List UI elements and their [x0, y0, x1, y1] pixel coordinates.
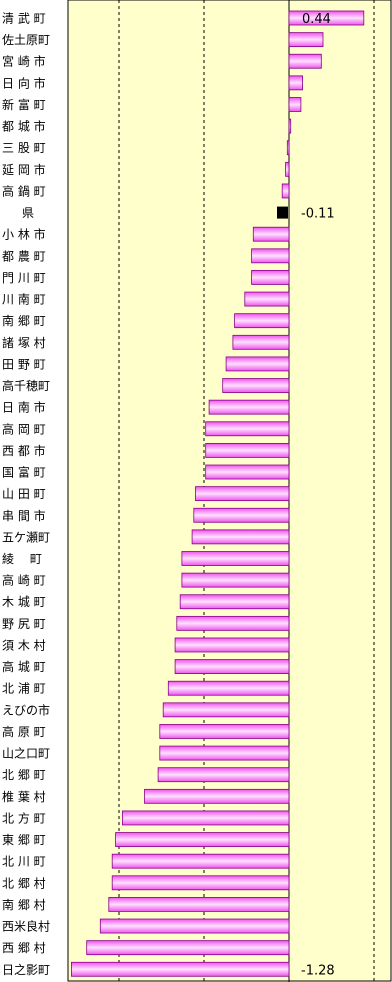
category-label-2: 宮 崎 市: [2, 54, 46, 69]
bar-40: [111, 875, 290, 891]
category-label-23: 串 間 市: [2, 508, 46, 523]
bar-23: [193, 507, 290, 523]
category-label-5: 都 城 市: [2, 119, 46, 134]
category-label-7: 延 岡 市: [2, 162, 46, 177]
bar-26: [181, 572, 290, 588]
category-label-30: 高 城 町: [2, 659, 46, 674]
category-label-29: 須 木 村: [2, 638, 46, 652]
bar-14: [234, 313, 290, 329]
category-label-35: 北 郷 町: [2, 768, 46, 782]
category-label-31: 北 浦 町: [2, 682, 46, 696]
category-label-44: 日之影町: [2, 963, 50, 977]
bar-11: [251, 248, 290, 264]
bar-35: [157, 767, 290, 783]
bar-10: [252, 226, 290, 242]
category-label-34: 山之口町: [2, 747, 50, 761]
category-label-26: 高 崎 町: [2, 573, 46, 588]
bar-15: [232, 334, 290, 350]
bar-12: [251, 270, 290, 285]
category-label-13: 川 南 町: [2, 292, 46, 307]
data-label-2: -1.28: [301, 963, 335, 978]
bar-24: [191, 529, 290, 545]
bar-21: [205, 464, 290, 480]
plot-frame: [67, 0, 392, 982]
category-label-6: 三 股 町: [2, 141, 46, 155]
category-label-24: 五ケ瀬町: [2, 530, 50, 544]
category-label-42: 西米良村: [2, 919, 50, 934]
data-label-1: -0.11: [301, 207, 335, 222]
category-label-0: 清 武 町: [2, 12, 46, 26]
bar-0: [288, 10, 365, 26]
category-label-17: 高千穂町: [2, 378, 50, 393]
category-label-37: 北 方 町: [2, 810, 46, 825]
bar-27: [179, 594, 290, 610]
bar-31: [167, 680, 290, 696]
category-label-32: えびの市: [2, 702, 50, 717]
category-label-11: 都 農 町: [2, 249, 46, 263]
category-label-33: 高 原 町: [2, 724, 46, 739]
bar-39: [111, 853, 290, 869]
bar-36: [144, 788, 290, 804]
category-label-25: 綾 町: [2, 551, 42, 566]
category-label-14: 南 郷 町: [2, 313, 46, 328]
bar-19: [205, 421, 290, 437]
bar-33: [159, 724, 290, 739]
category-label-43: 西 郷 村: [2, 941, 46, 955]
category-label-10: 小 林 市: [2, 227, 46, 242]
bar-1: [288, 32, 324, 48]
bar-20: [205, 442, 290, 458]
bar-43: [86, 940, 290, 956]
category-label-16: 田 野 町: [2, 357, 46, 371]
bar-44: [71, 961, 290, 977]
category-label-8: 高 鍋 町: [2, 183, 46, 198]
bar-16: [225, 356, 290, 372]
category-label-4: 新 富 町: [2, 97, 46, 112]
bar-37: [122, 810, 290, 826]
bar-28: [176, 615, 290, 631]
bar-22: [195, 486, 290, 502]
category-label-22: 山 田 町: [2, 487, 46, 501]
bar-4: [288, 97, 302, 112]
category-label-21: 国 富 町: [2, 465, 46, 480]
bar-34: [159, 745, 290, 761]
category-label-28: 野 尻 町: [2, 617, 46, 631]
category-label-39: 北 川 町: [2, 855, 46, 869]
bar-7: [285, 161, 290, 177]
category-label-1: 佐土原町: [2, 33, 50, 47]
bar-13: [244, 291, 290, 307]
bar-17: [222, 378, 290, 393]
category-label-19: 高 岡 町: [2, 421, 46, 436]
bar-32: [162, 702, 290, 718]
category-label-15: 諸 塚 村: [2, 335, 46, 350]
category-label-40: 北 郷 村: [2, 876, 46, 890]
bar-18: [208, 399, 290, 415]
bar-25: [181, 551, 290, 566]
category-label-20: 西 都 市: [2, 443, 46, 458]
data-label-0: 0.44: [302, 12, 331, 27]
category-label-38: 東 郷 町: [2, 833, 46, 847]
bar-5: [288, 118, 292, 134]
bar-38: [115, 832, 290, 847]
category-label-27: 木 城 町: [2, 595, 46, 609]
category-label-36: 椎 葉 村: [2, 789, 46, 804]
bar-41: [108, 897, 290, 912]
category-label-12: 門 川 町: [2, 271, 46, 285]
category-label-3: 日 向 市: [2, 75, 46, 90]
category-label-18: 日 南 市: [2, 400, 46, 415]
bar-9: [277, 206, 288, 219]
bar-8: [281, 183, 290, 199]
category-label-41: 南 郷 村: [2, 897, 46, 912]
bar-30: [174, 659, 290, 674]
bar-3: [288, 75, 304, 91]
category-label-9: 県: [22, 206, 34, 220]
bar-29: [174, 637, 290, 653]
bar-2: [288, 53, 322, 69]
bar-6: [286, 140, 290, 156]
bar-42: [99, 918, 290, 934]
